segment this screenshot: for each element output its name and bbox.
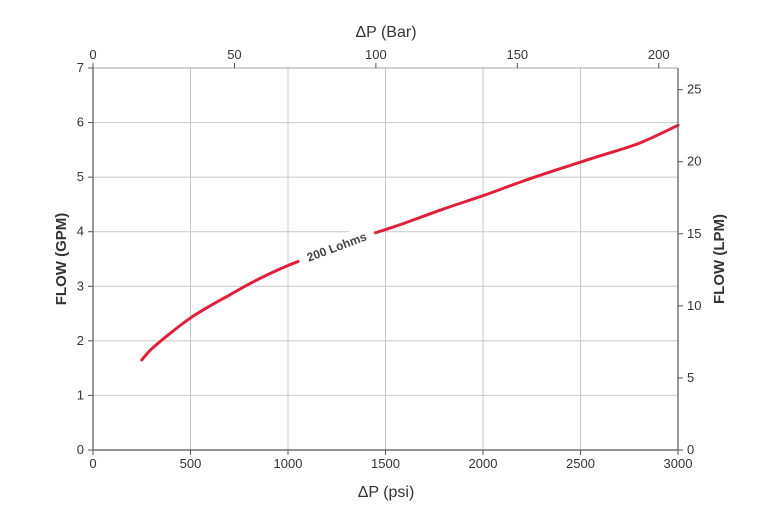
x-bottom-tick-label-0: 0: [89, 456, 96, 471]
y-right-tick-label-2: 10: [687, 298, 701, 313]
y-left-tick-label-3: 3: [77, 278, 84, 293]
y-left-tick-label-0: 0: [77, 442, 84, 457]
x-top-tick-label-1: 50: [227, 47, 241, 62]
x-bottom-tick-label-5: 2500: [566, 456, 595, 471]
y-left-tick-label-4: 4: [77, 224, 84, 239]
x-bottom-tick-label-1: 500: [180, 456, 202, 471]
y-left-tick-label-7: 7: [77, 60, 84, 75]
x-top-tick-label-3: 150: [506, 47, 528, 62]
y-right-tick-label-4: 20: [687, 154, 701, 169]
x-axis-bottom-label: ΔP (psi): [358, 484, 415, 501]
grid-lines: [92, 67, 679, 451]
y-left-tick-label-5: 5: [77, 169, 84, 184]
y-axis-right-label: FLOW (LPM): [711, 214, 728, 304]
y-right-tick-label-0: 0: [687, 442, 694, 457]
x-bottom-tick-label-4: 2000: [469, 456, 498, 471]
x-bottom-tick-label-6: 3000: [664, 456, 693, 471]
y-left-tick-label-2: 2: [77, 333, 84, 348]
series-label-group-0: 200 Lohms: [295, 223, 378, 271]
x-top-tick-label-0: 0: [89, 47, 96, 62]
plot-frame: [88, 63, 683, 455]
y-right-tick-label-1: 5: [687, 370, 694, 385]
series-200-lohms: 200 Lohms: [140, 123, 680, 362]
x-axis-top-label: ΔP (Bar): [355, 24, 416, 41]
series-label-background: [295, 223, 378, 271]
x-top-tick-label-2: 100: [365, 47, 387, 62]
y-left-tick-label-6: 6: [77, 115, 84, 130]
y-left-tick-label-1: 1: [77, 387, 84, 402]
y-axis-left-label: FLOW (GPM): [53, 213, 70, 305]
y-right-tick-label-3: 15: [687, 226, 701, 241]
x-top-tick-label-4: 200: [648, 47, 670, 62]
x-bottom-tick-label-2: 1000: [274, 456, 303, 471]
series-line-0: [140, 123, 680, 362]
x-bottom-tick-label-3: 1500: [371, 456, 400, 471]
y-right-tick-label-5: 25: [687, 82, 701, 97]
